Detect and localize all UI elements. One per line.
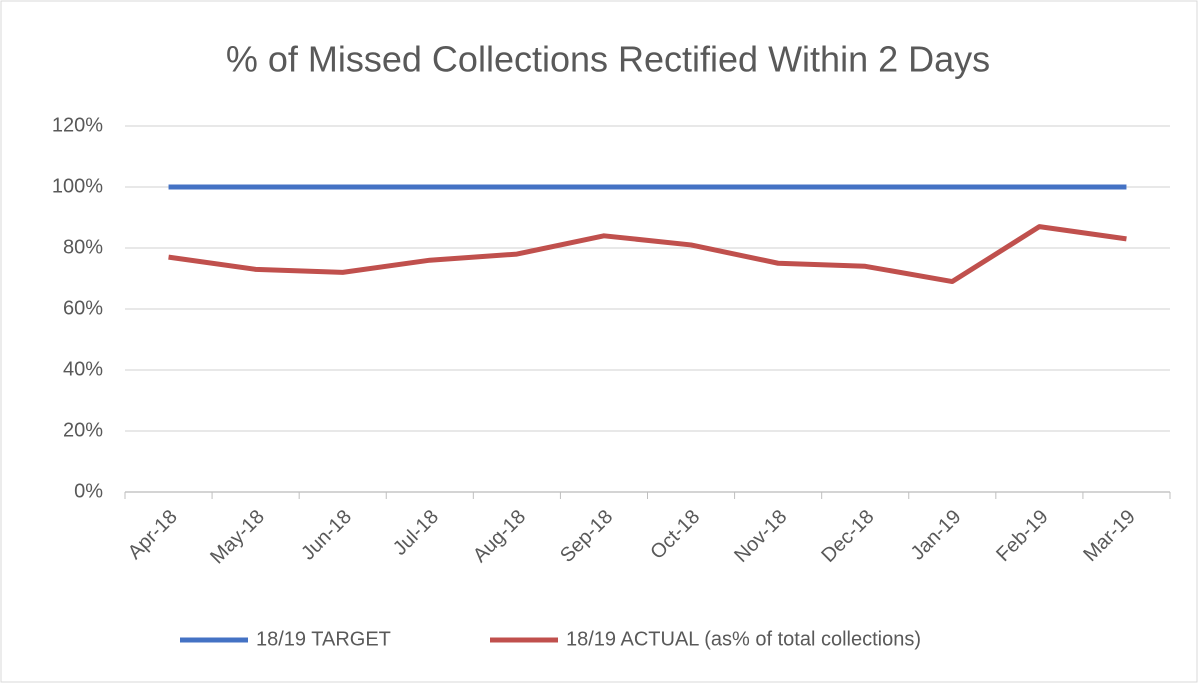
y-tick-label: 20% <box>63 419 103 441</box>
series-line <box>168 224 1127 285</box>
y-tick-label: 40% <box>63 358 103 380</box>
chart-title: % of Missed Collections Rectified Within… <box>226 39 990 80</box>
y-tick-label: 120% <box>52 114 103 136</box>
legend-label: 18/19 TARGET <box>256 628 391 650</box>
y-tick-label: 0% <box>74 480 103 502</box>
y-tick-label: 80% <box>63 236 103 258</box>
y-tick-label: 100% <box>52 175 103 197</box>
y-tick-label: 60% <box>63 297 103 319</box>
legend-label: 18/19 ACTUAL (as% of total collections) <box>566 628 921 650</box>
